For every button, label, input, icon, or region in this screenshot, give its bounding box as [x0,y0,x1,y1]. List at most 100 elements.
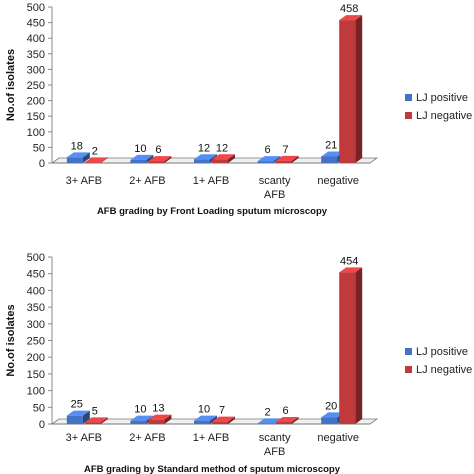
legend-label: LJ positive [416,346,468,358]
x-tick-label: scanty [259,175,291,187]
data-label: 21 [325,139,337,151]
data-label: 454 [340,255,358,267]
bar-lj-negative [84,417,108,424]
data-label: 458 [340,3,358,15]
bar-front [194,420,210,424]
x-tick-label: 3+ AFB [66,175,102,187]
bar-top [339,267,363,273]
bar-front [148,419,165,424]
bar-side [146,154,154,163]
legend-label: LJ positive [416,92,468,104]
y-tick-label: 250 [27,80,45,92]
y-tick-label: 150 [27,111,45,123]
legend-item: LJ positive [405,346,468,358]
data-label: 2 [265,406,271,418]
bar-front [321,417,338,424]
bar-side [164,156,172,163]
y-tick-label: 400 [27,33,45,45]
bar-lj-positive [66,152,90,163]
y-tick-label: 0 [39,419,45,431]
y-tick-label: 50 [33,402,45,414]
bar-lj-negative [84,157,108,163]
bar-side [164,414,172,424]
y-tick-label: 250 [27,336,45,348]
bar-front [275,160,292,163]
bar-top [257,418,281,424]
y-tick-label: 450 [27,269,45,281]
bar-front [84,162,101,163]
bar-front [275,421,292,424]
bar-lj-positive [194,415,217,424]
x-tick-label: negative [317,432,359,444]
bar-lj-negative [148,156,172,163]
bar-side [100,157,108,163]
y-tick-label: 200 [27,96,45,108]
bar-side [291,155,299,163]
data-label: 6 [155,144,161,156]
bar-front [148,161,165,163]
y-tick-label: 500 [27,2,45,14]
bar-top [84,157,108,163]
legend-item: LJ negative [405,364,472,376]
bar-side [100,417,108,424]
data-label: 10 [134,404,146,416]
data-label: 7 [219,405,225,417]
bar-side [273,156,281,163]
bar-top [66,410,90,416]
bar-lj-positive [257,156,281,163]
bar-top [257,156,281,162]
bar-side [355,15,363,163]
bar-side [210,415,217,424]
bar-side [228,416,235,424]
y-tick-label: 400 [27,285,45,297]
bar-side [228,154,235,163]
y-tick-label: 350 [27,302,45,314]
y-tick-label: 200 [27,352,45,364]
bar-top [275,155,299,161]
chart-1: 0 50 100 150 200 250 300 350 400 450 500 No.of isol… [5,2,472,217]
y-tick-label: 100 [27,386,45,398]
data-label: 6 [283,405,289,417]
legend-swatch [405,366,412,373]
bar-front [339,272,356,424]
x-tick-label: 1+ AFB [193,175,229,187]
data-label: 20 [325,400,337,412]
bar-side [355,267,363,424]
bar-lj-negative [275,416,299,424]
legend-label: LJ negative [416,110,472,122]
x-tick-label: negative [317,175,359,187]
y-tick-label: 500 [27,252,45,264]
bar-top [66,152,90,158]
y-tick-label: 300 [27,319,45,331]
data-label: 13 [152,403,164,415]
data-label: 2 [92,145,98,157]
bar-lj-positive [66,410,90,424]
bar-side [82,410,90,424]
bar-top [194,415,217,421]
data-label: 6 [265,144,271,156]
bar-lj-negative [212,154,235,163]
bar-front [66,415,83,424]
bar-side [82,152,90,163]
bar-top [148,414,172,420]
y-axis-label: No.of isolates [5,304,17,376]
bar-top [212,416,235,422]
data-label: 7 [283,144,289,156]
x-tick-label: scanty [259,432,291,444]
bar-front [212,421,228,424]
bar-front [130,420,147,424]
data-label: 12 [216,142,228,154]
data-label: 10 [134,143,146,155]
x-tick-label: AFB [264,446,285,458]
bar-top [130,154,154,160]
x-tick-label: 2+ AFB [129,432,165,444]
y-axis-label: No.of isolates [5,49,17,121]
bar-lj-negative [339,15,363,163]
bar-front [194,159,210,163]
bar-front [257,161,274,163]
bar-lj-positive [130,154,154,163]
data-label: 10 [198,404,210,416]
legend-swatch [405,94,412,101]
y-tick-label: 300 [27,64,45,76]
y-tick-label: 350 [27,49,45,61]
